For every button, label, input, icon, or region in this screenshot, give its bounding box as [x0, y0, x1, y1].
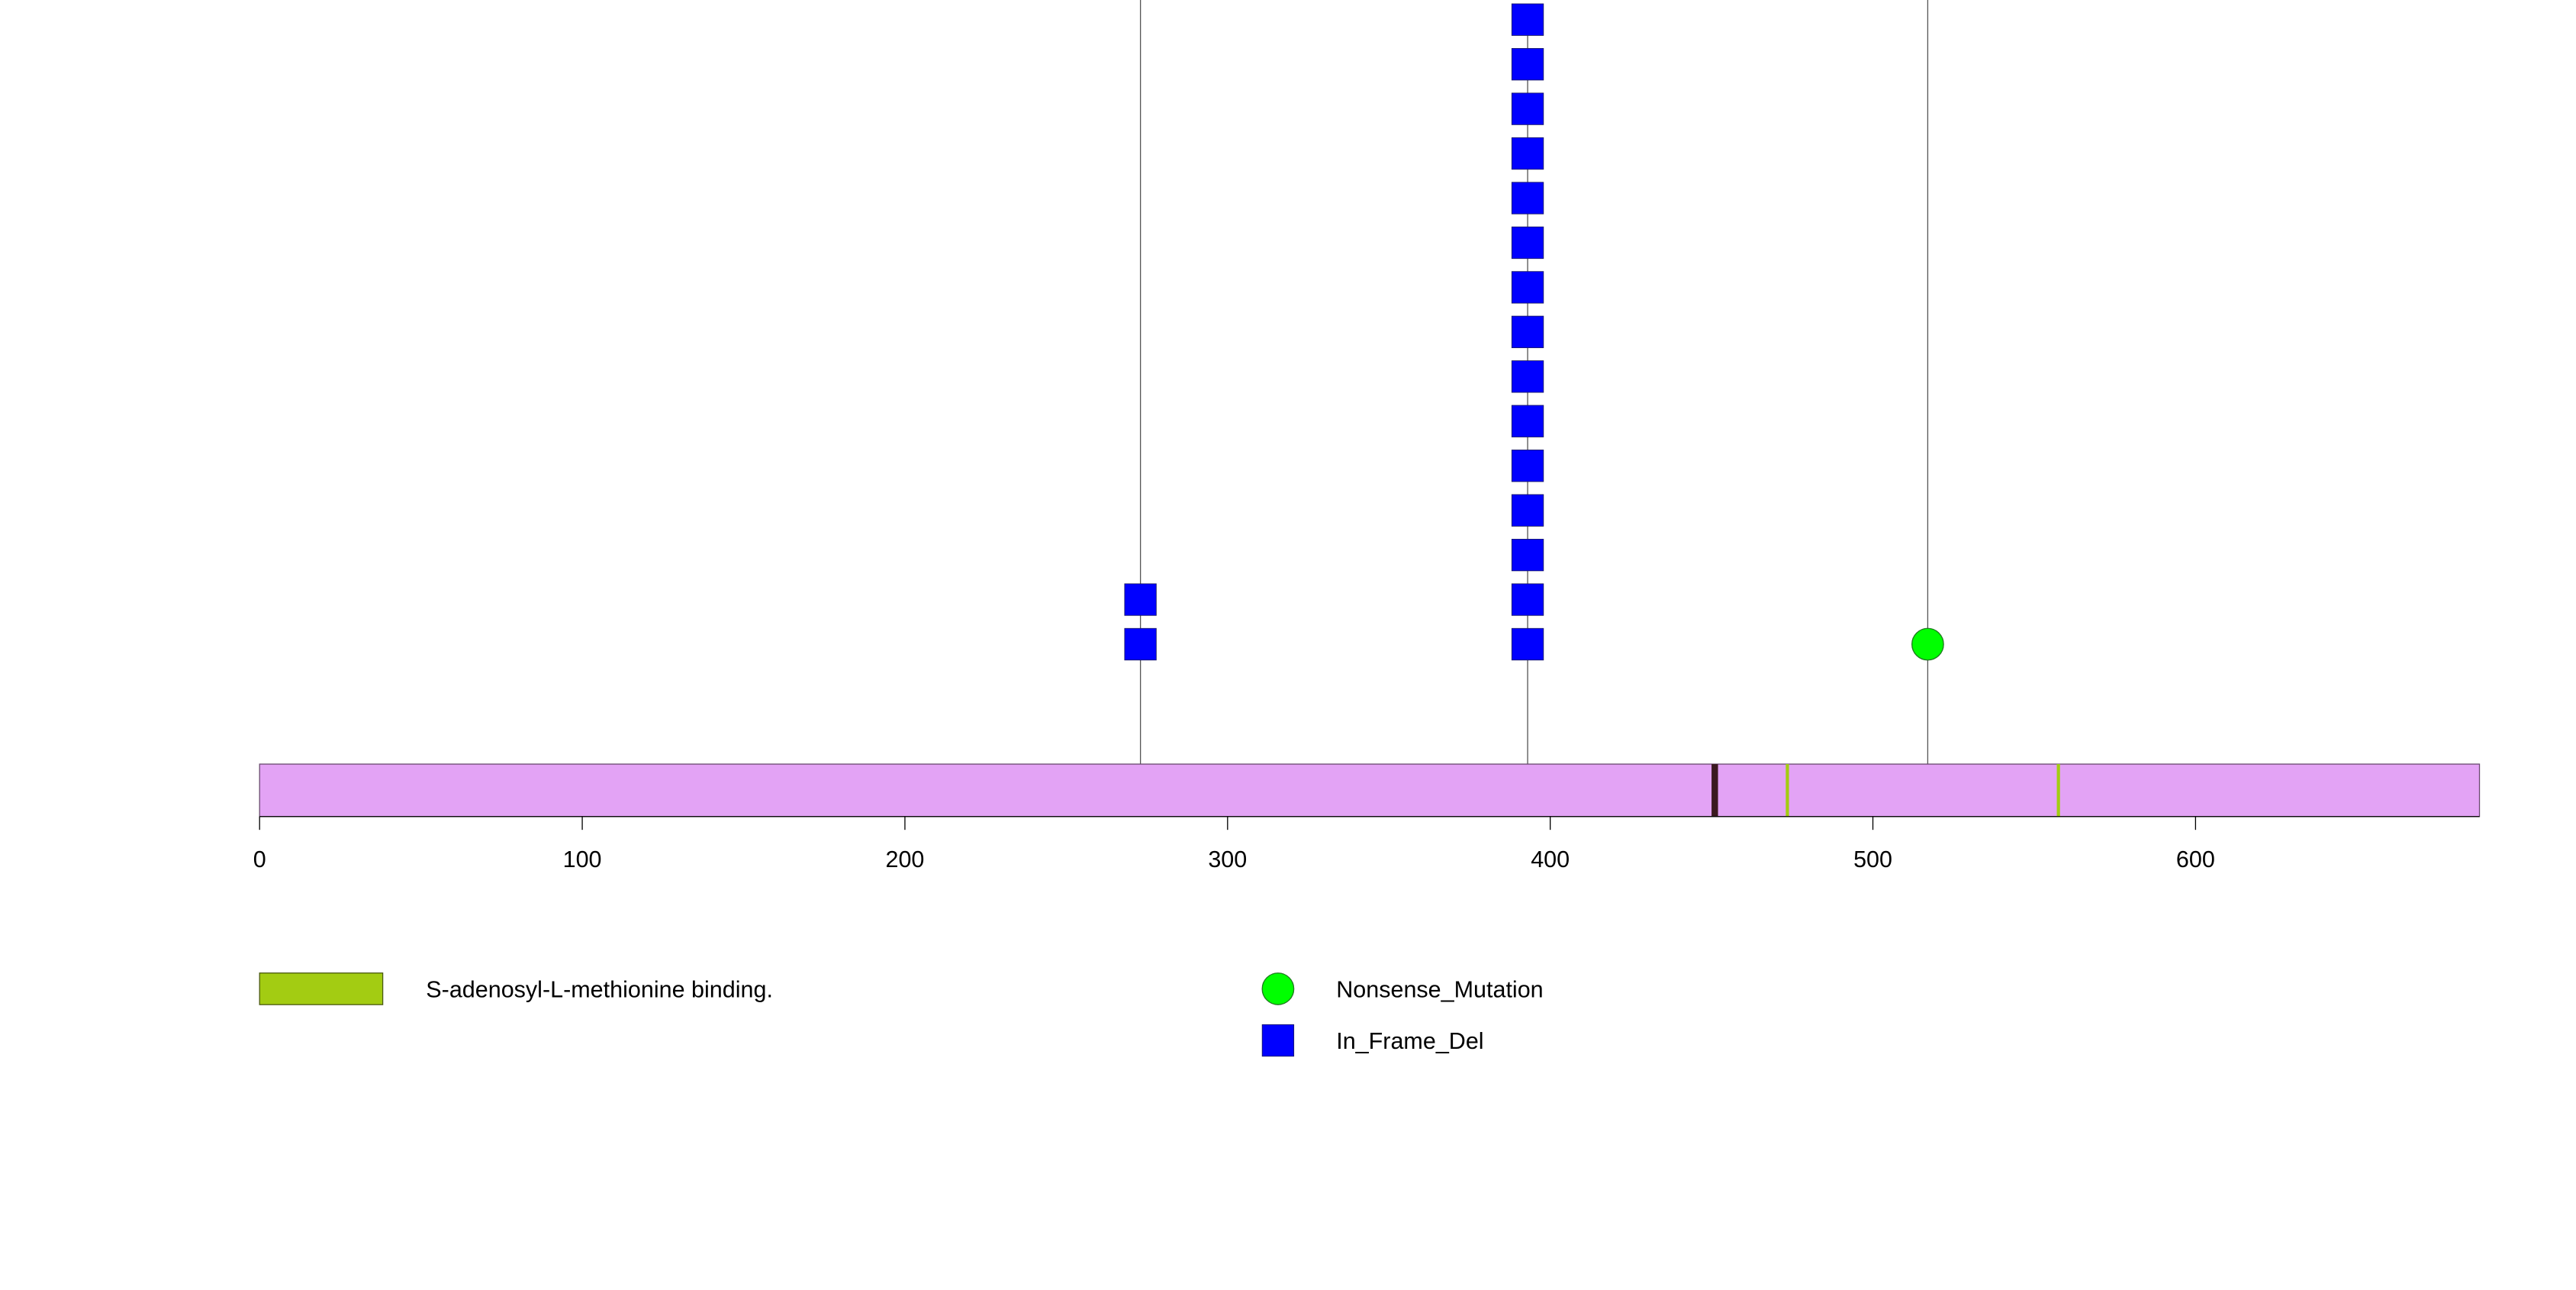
- in-frame-del-marker: [1511, 3, 1544, 36]
- mutation-markers: [1124, 3, 1944, 661]
- in-frame-del-marker: [1511, 271, 1544, 304]
- protein-bar: [259, 763, 2481, 818]
- in-frame-del-marker: [1511, 405, 1544, 437]
- domain-regions: [1711, 764, 2060, 817]
- domain-region: [2056, 764, 2060, 817]
- domain-region: [1785, 764, 1789, 817]
- x-tick-label: 500: [1853, 847, 1892, 872]
- in-frame-del-marker: [1511, 538, 1544, 572]
- x-tick-label: 0: [253, 847, 266, 872]
- in-frame-del-marker: [1511, 92, 1544, 125]
- in-frame-del-marker: [1511, 360, 1544, 393]
- x-tick-label: 200: [885, 847, 924, 872]
- nonsense-mutation-marker: [1911, 627, 1944, 661]
- domain-region: [1711, 764, 1718, 817]
- in-frame-del-marker: [1511, 315, 1544, 349]
- x-tick-label: 600: [2176, 847, 2215, 872]
- in-frame-del-marker: [1511, 48, 1544, 81]
- legend-mutation-label: Nonsense_Mutation: [1336, 976, 1543, 1002]
- in-frame-del-marker: [1511, 226, 1544, 260]
- in-frame-del-marker: [1511, 182, 1544, 214]
- legend-in-frame-del-marker: [1261, 1024, 1295, 1057]
- in-frame-del-marker: [1511, 494, 1544, 527]
- legend-domain-swatch: [259, 972, 384, 1005]
- legend: S-adenosyl-L-methionine binding. Nonsense…: [259, 972, 1544, 1057]
- legend-domain-label: S-adenosyl-L-methionine binding.: [426, 976, 773, 1002]
- in-frame-del-marker: [1124, 627, 1157, 661]
- x-axis: 0 100 200 300 400 500 600: [253, 816, 2480, 872]
- in-frame-del-marker: [1511, 583, 1544, 616]
- x-tick-label: 100: [563, 847, 602, 872]
- in-frame-del-marker: [1124, 583, 1157, 616]
- x-tick-label: 400: [1531, 847, 1570, 872]
- legend-nonsense-marker: [1261, 972, 1295, 1005]
- legend-mutation-label: In_Frame_Del: [1336, 1028, 1483, 1054]
- protein-track: [259, 763, 2481, 818]
- in-frame-del-marker: [1511, 627, 1544, 661]
- x-tick-label: 300: [1208, 847, 1247, 872]
- in-frame-del-marker: [1511, 137, 1544, 170]
- in-frame-del-marker: [1511, 450, 1544, 482]
